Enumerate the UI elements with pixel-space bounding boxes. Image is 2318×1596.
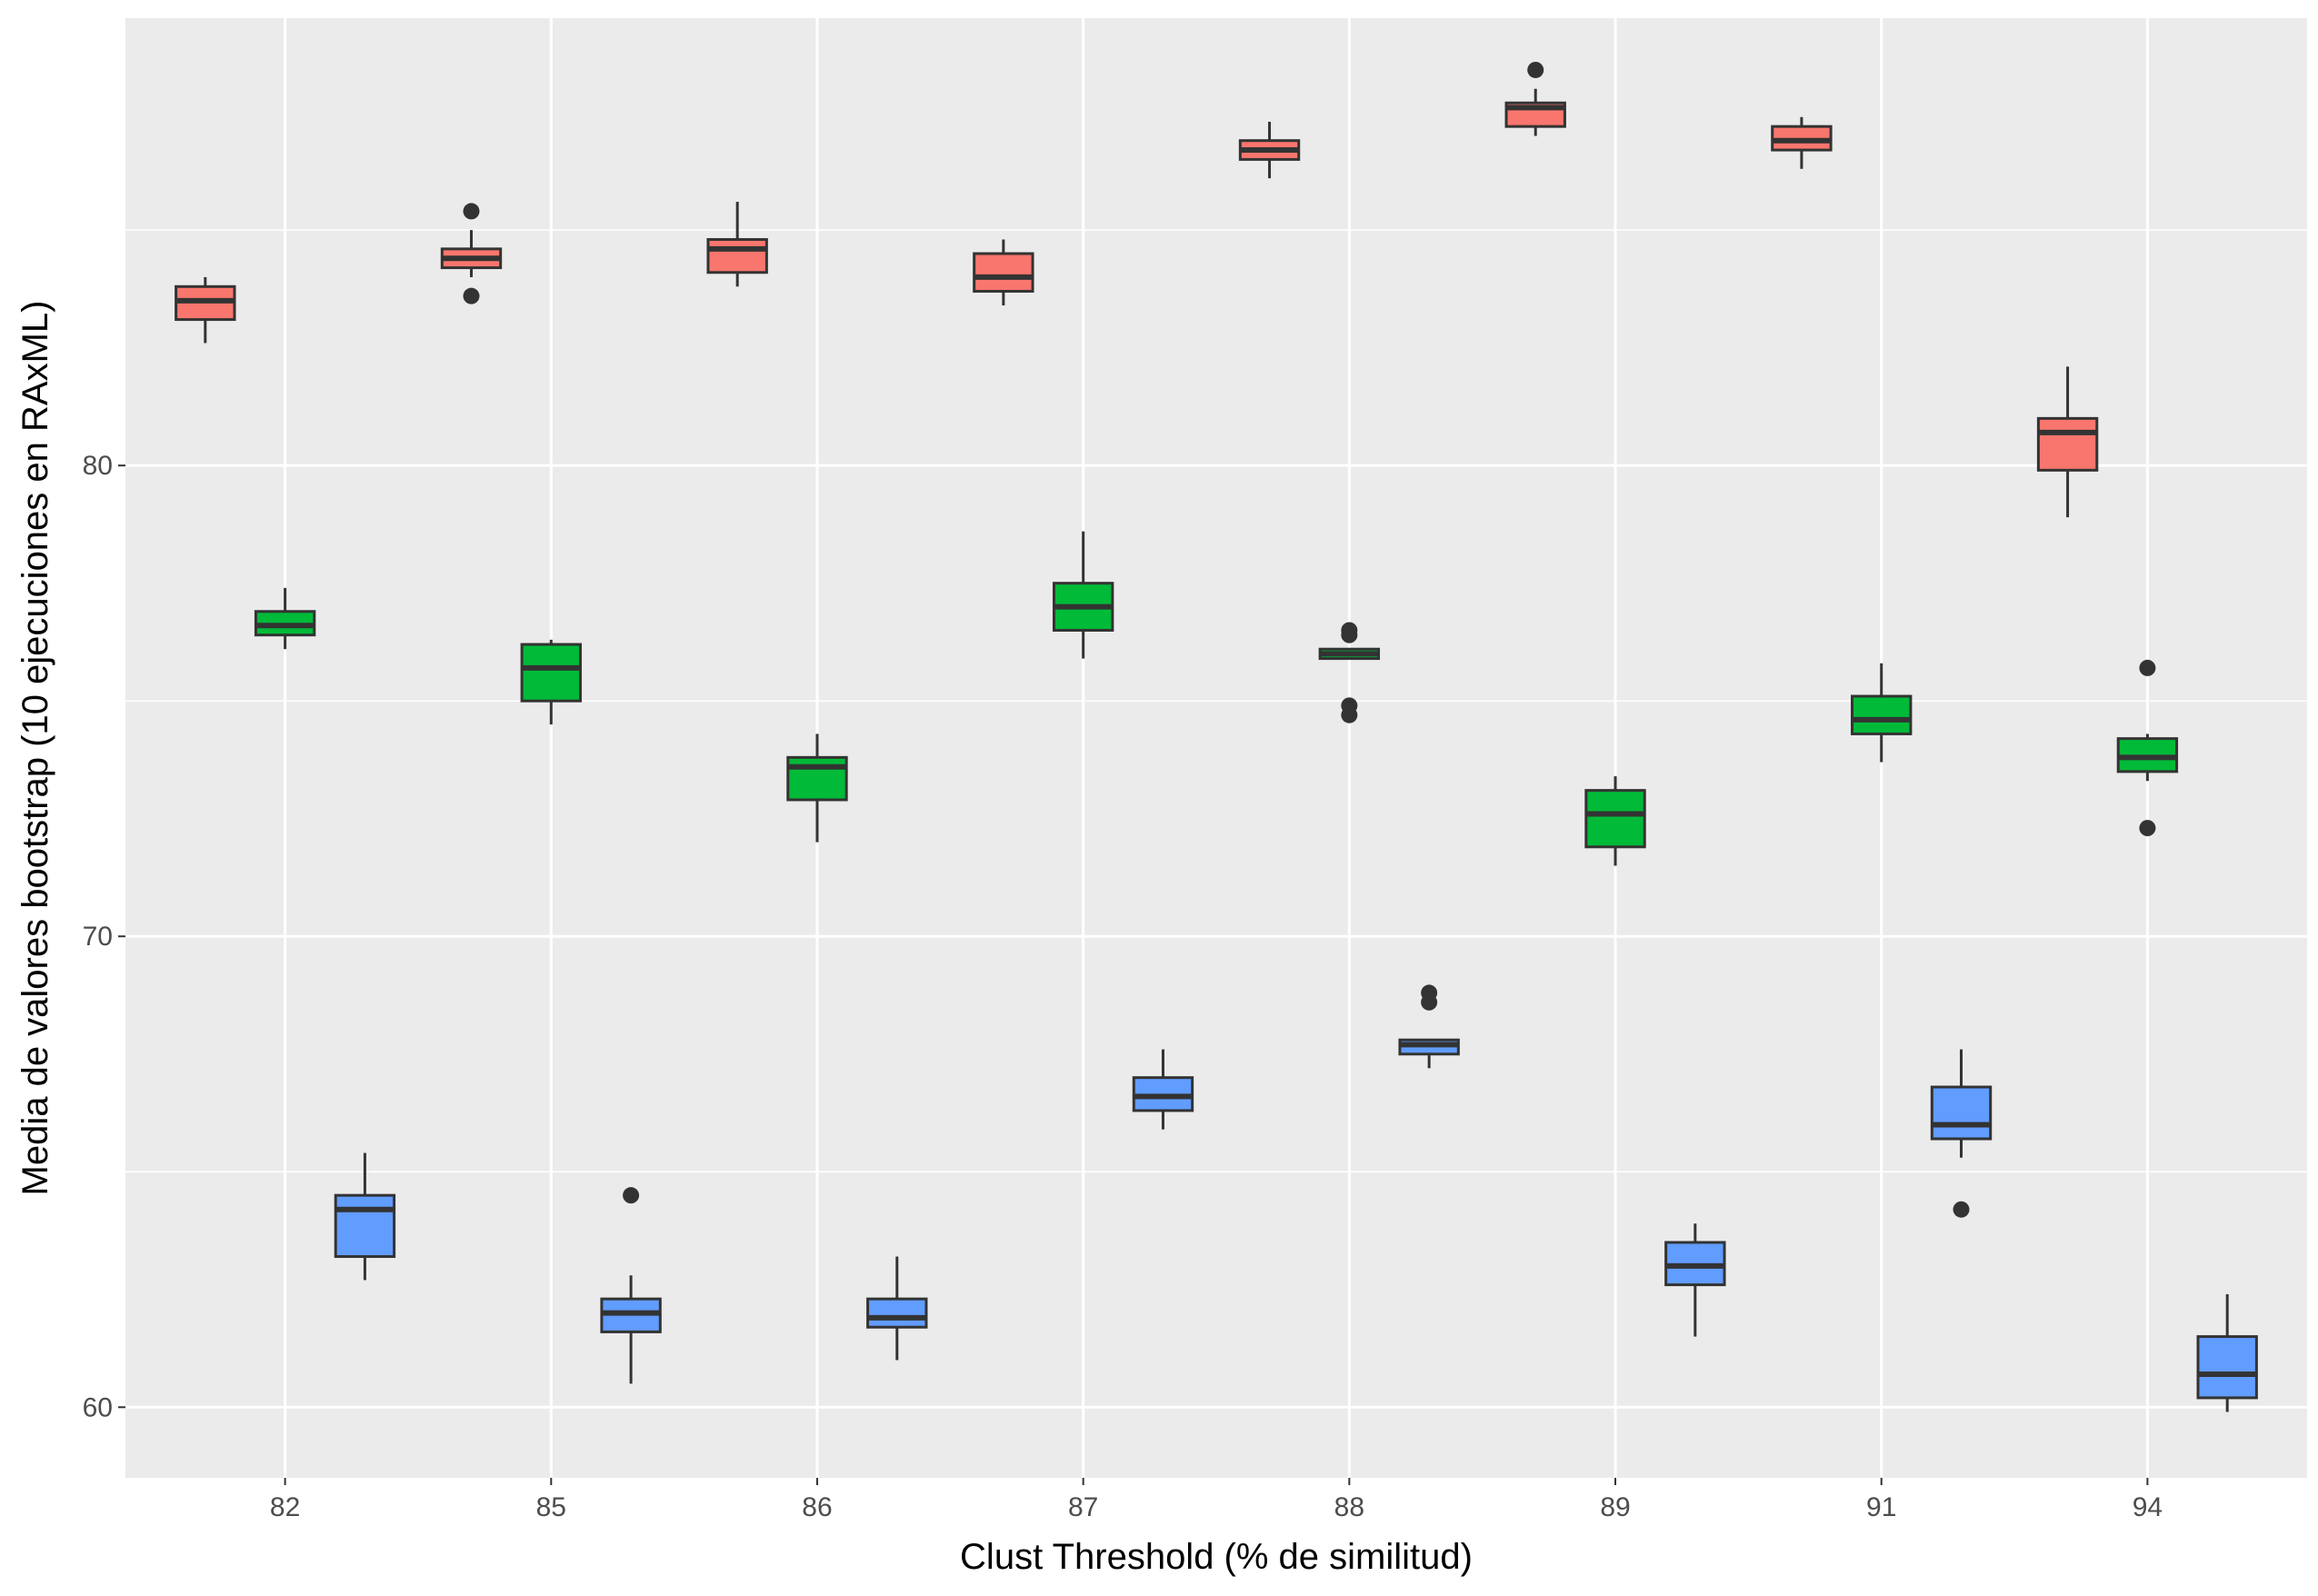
x-tick-label: 87 bbox=[1068, 1492, 1098, 1522]
outlier-point bbox=[463, 287, 480, 304]
box-group bbox=[520, 639, 582, 725]
box-group bbox=[600, 1187, 662, 1384]
outlier-point bbox=[623, 1187, 640, 1204]
box-group bbox=[1132, 1049, 1194, 1130]
y-tick-label: 70 bbox=[83, 922, 113, 952]
box-group bbox=[2036, 366, 2099, 518]
box bbox=[706, 237, 768, 274]
box-group bbox=[866, 1256, 928, 1361]
panel-background bbox=[125, 18, 2307, 1478]
box-group bbox=[1851, 663, 1913, 763]
box bbox=[334, 1193, 396, 1259]
x-tick-label: 94 bbox=[2133, 1492, 2163, 1522]
outlier-point bbox=[1953, 1201, 1970, 1218]
box-group bbox=[973, 239, 1034, 306]
box-group bbox=[706, 202, 768, 287]
box bbox=[520, 643, 582, 703]
x-tick-label: 88 bbox=[1334, 1492, 1364, 1522]
box-group bbox=[2116, 659, 2179, 837]
x-tick-label: 85 bbox=[536, 1492, 566, 1522]
box-group bbox=[2196, 1293, 2258, 1412]
box bbox=[1930, 1085, 1993, 1141]
box-layer bbox=[175, 61, 2258, 1412]
box-group bbox=[1504, 61, 1566, 136]
box-group bbox=[175, 276, 236, 344]
outlier-point bbox=[2139, 659, 2156, 676]
x-tick-label: 89 bbox=[1600, 1492, 1630, 1522]
box-group bbox=[1930, 1049, 1993, 1218]
box-group bbox=[440, 203, 503, 304]
x-tick-label: 82 bbox=[270, 1492, 300, 1522]
box-group bbox=[786, 733, 848, 843]
box bbox=[2036, 416, 2099, 472]
box bbox=[786, 755, 848, 802]
x-tick-label: 86 bbox=[802, 1492, 832, 1522]
box-group bbox=[1318, 622, 1381, 723]
box bbox=[2196, 1335, 2258, 1400]
x-axis: 82 85 86 87 88 89 91 94 bbox=[270, 1478, 2163, 1522]
x-axis-title: Clust Threshold (% de similitud) bbox=[960, 1537, 1473, 1577]
outlier-point bbox=[1421, 993, 1438, 1011]
outlier-point bbox=[2139, 820, 2156, 837]
y-tick-label: 60 bbox=[83, 1392, 113, 1422]
box-group bbox=[1664, 1223, 1726, 1337]
outlier-point bbox=[463, 203, 480, 220]
box bbox=[866, 1297, 928, 1329]
box bbox=[1584, 789, 1646, 849]
box bbox=[1851, 694, 1913, 735]
box-group bbox=[1238, 121, 1301, 179]
box-group bbox=[1584, 776, 1646, 866]
outlier-point bbox=[1341, 626, 1358, 643]
outlier-point bbox=[1341, 706, 1358, 723]
outlier-point bbox=[1527, 61, 1544, 78]
box bbox=[973, 252, 1034, 293]
y-tick-label: 80 bbox=[83, 451, 113, 481]
y-axis: 60 70 80 bbox=[83, 451, 125, 1422]
box-group bbox=[1052, 531, 1114, 659]
box-group bbox=[1771, 116, 1833, 169]
x-tick-label: 91 bbox=[1866, 1492, 1896, 1522]
box-group bbox=[334, 1152, 396, 1281]
box-group bbox=[1398, 984, 1460, 1069]
y-axis-title: Media de valores bootstrap (10 ejecucion… bbox=[15, 301, 55, 1196]
box-group bbox=[254, 587, 316, 650]
